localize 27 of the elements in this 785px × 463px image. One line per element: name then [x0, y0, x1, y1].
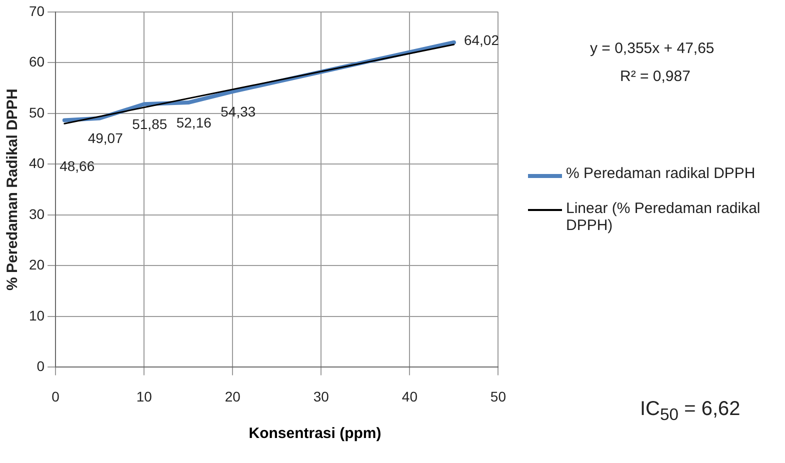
y-tick-label: 50	[28, 104, 45, 120]
legend-label: Linear (% Peredaman radikal DPPH)	[566, 200, 762, 234]
text: R² = 0,987	[620, 68, 690, 85]
x-tick-label: 40	[402, 388, 418, 404]
data-label: 49,07	[88, 130, 124, 146]
x-tick-label: 20	[224, 388, 241, 404]
text: IC$_{50}$ = 6,62	[640, 398, 740, 425]
y-tick-label: 20	[28, 256, 45, 273]
data-label: 51,85	[132, 116, 168, 132]
y-tick-label: 70	[28, 2, 45, 19]
x-tick-label: 10	[136, 388, 152, 404]
data-label: 64,02	[464, 32, 500, 48]
x-tick-label: 30	[313, 388, 330, 404]
y-axis-title: % Peredaman Radikal DPPH	[4, 88, 22, 290]
data-label: 48,66	[60, 158, 95, 174]
x-tick-label: 0	[52, 388, 60, 404]
y-tick-label: 40	[28, 155, 45, 172]
text: y = 0,355x + 47,65	[590, 40, 714, 57]
x-axis-title: Konsentrasi (ppm)	[248, 425, 382, 442]
data-label: 54,33	[220, 103, 256, 120]
y-tick-label: 30	[28, 206, 45, 222]
y-tick-label: 0	[36, 358, 45, 374]
y-tick-label: 60	[28, 54, 45, 70]
legend-label: % Peredaman radikal DPPH	[566, 165, 756, 182]
x-tick-label: 50	[490, 388, 506, 404]
data-label: 52,16	[176, 114, 212, 130]
y-tick-label: 10	[28, 307, 45, 324]
